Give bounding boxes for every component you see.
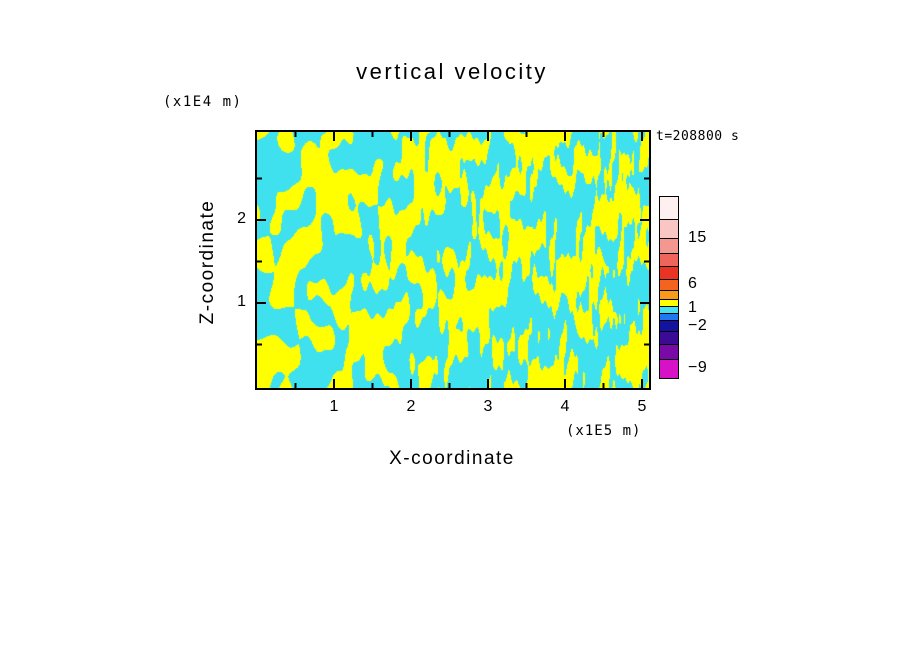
colorbar-segment <box>659 266 679 280</box>
colorbar-tick-label: 15 <box>688 229 707 246</box>
plot-title: vertical velocity <box>356 59 548 84</box>
colorbar-segment <box>659 359 679 379</box>
colorbar-tick-label: −9 <box>688 359 708 376</box>
x-axis-units: (x1E5 m) <box>566 423 642 439</box>
colorbar-segment <box>659 238 679 254</box>
y-tick-label: 2 <box>237 210 246 227</box>
x-axis-label: X-coordinate <box>389 448 515 469</box>
colorbar-tick-label: −2 <box>688 317 708 334</box>
time-label: t=208800 s <box>656 129 740 144</box>
colorbar-tick-label: 1 <box>688 299 698 316</box>
velocity-field-heatmap <box>257 132 649 388</box>
colorbar-segment <box>659 344 679 360</box>
x-tick-label: 5 <box>637 398 647 415</box>
colorbar-segment <box>659 219 679 239</box>
colorbar <box>659 196 679 379</box>
y-axis-label: Z-coordinate <box>197 199 218 325</box>
y-axis-units: (x1E4 m) <box>163 94 243 110</box>
colorbar-segment <box>659 196 679 220</box>
x-tick-label: 1 <box>329 398 339 415</box>
colorbar-segment <box>659 331 679 345</box>
x-tick-label: 2 <box>406 398 416 415</box>
x-tick-label: 4 <box>560 398 570 415</box>
x-tick-label: 3 <box>483 398 493 415</box>
colorbar-segment <box>659 253 679 267</box>
colorbar-tick-label: 6 <box>688 275 698 292</box>
y-tick-label: 1 <box>237 293 246 310</box>
